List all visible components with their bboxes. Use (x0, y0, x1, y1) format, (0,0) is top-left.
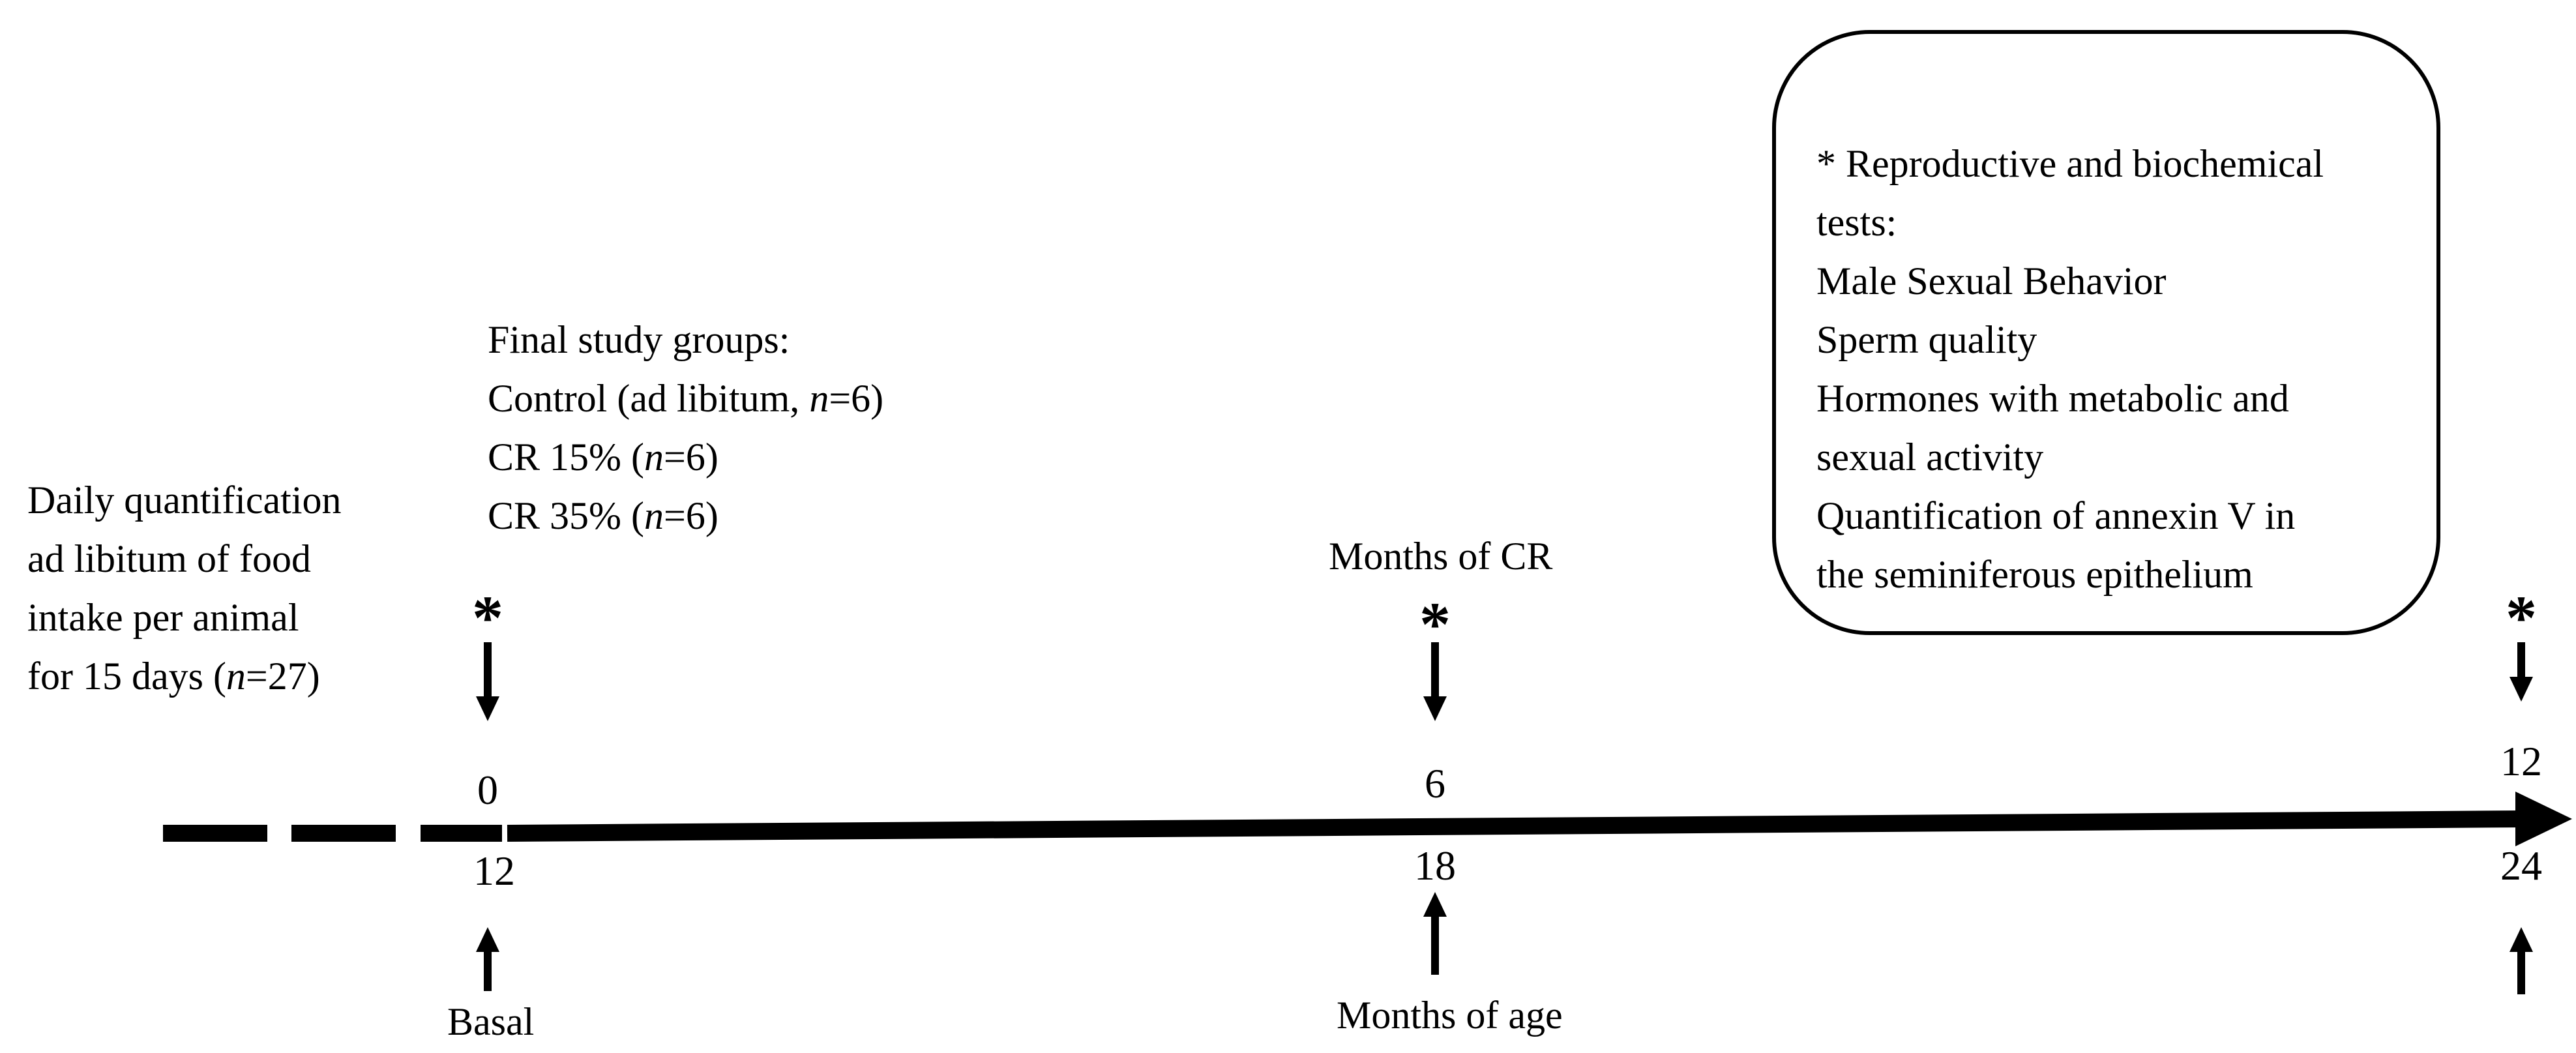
tests-line-2: tests: (1816, 201, 1897, 244)
pre-period-line-4: for 15 days (n=27) (27, 647, 342, 705)
age-month-24: 24 (2500, 842, 2542, 889)
asterisk-marker-0: * (472, 583, 503, 653)
pre-period-n-symbol: n (226, 655, 246, 698)
tests-box (1772, 30, 2440, 635)
group-control-n-symbol: n (809, 377, 829, 420)
asterisk-marker-6: * (1419, 589, 1451, 659)
pre-period-description: Daily quantification ad libitum of food … (27, 471, 342, 705)
down-arrow-cr-12 (2509, 642, 2533, 702)
group-cr15: CR 15% (n=6) (488, 428, 883, 486)
cr-month-12: 12 (2500, 738, 2542, 784)
group-cr35-label: CR 35% ( (488, 494, 644, 537)
months-of-age-label: Months of age (1337, 994, 1563, 1037)
tests-line-6: sexual activity (1816, 436, 2044, 479)
tests-line-5: Hormones with metabolic and (1816, 377, 2289, 420)
up-arrow-age-12 (476, 927, 499, 991)
pre-period-n-value: =27) (245, 655, 320, 698)
asterisk-marker-12: * (2506, 583, 2537, 653)
down-arrow-cr-0 (476, 642, 499, 721)
study-groups-title: Final study groups: (488, 318, 790, 361)
up-arrow-age-18 (1423, 892, 1447, 975)
months-of-cr-label: Months of CR (1329, 535, 1553, 578)
up-arrow-age-24 (2509, 927, 2533, 994)
group-control-n-value: =6) (829, 377, 884, 420)
tests-line-1: * Reproductive and biochemical (1816, 142, 2324, 185)
age-month-18: 18 (1414, 842, 1456, 889)
study-groups: Final study groups: Control (ad libitum,… (488, 310, 883, 545)
tests-box-text: * Reproductive and biochemical tests: Ma… (1816, 134, 2324, 604)
timeline-axis-arrow (507, 792, 2572, 846)
group-cr35-n-value: =6) (664, 494, 718, 537)
group-cr35-n-symbol: n (644, 494, 664, 537)
cr-month-0: 0 (477, 767, 498, 813)
tests-line-7: Quantification of annexin V in (1816, 494, 2296, 537)
tests-line-4: Sperm quality (1816, 318, 2037, 361)
tests-line-8: the seminiferous epithelium (1816, 553, 2253, 596)
group-control-label: Control (ad libitum, (488, 377, 810, 420)
basal-label: Basal (447, 1000, 535, 1043)
group-cr15-label: CR 15% ( (488, 436, 644, 479)
cr-month-6: 6 (1425, 760, 1445, 807)
down-arrow-cr-6 (1423, 642, 1447, 721)
pre-period-line-3: intake per animal (27, 596, 299, 639)
group-cr35: CR 35% (n=6) (488, 486, 883, 545)
group-cr15-n-symbol: n (644, 436, 664, 479)
group-control: Control (ad libitum, n=6) (488, 369, 883, 428)
age-month-12: 12 (473, 848, 515, 894)
tests-line-3: Male Sexual Behavior (1816, 260, 2167, 303)
pre-period-line-2: ad libitum of food (27, 537, 311, 580)
pre-period-line-1: Daily quantification (27, 479, 342, 522)
group-cr15-n-value: =6) (664, 436, 718, 479)
pre-period-line-4-text: for 15 days ( (27, 655, 226, 698)
